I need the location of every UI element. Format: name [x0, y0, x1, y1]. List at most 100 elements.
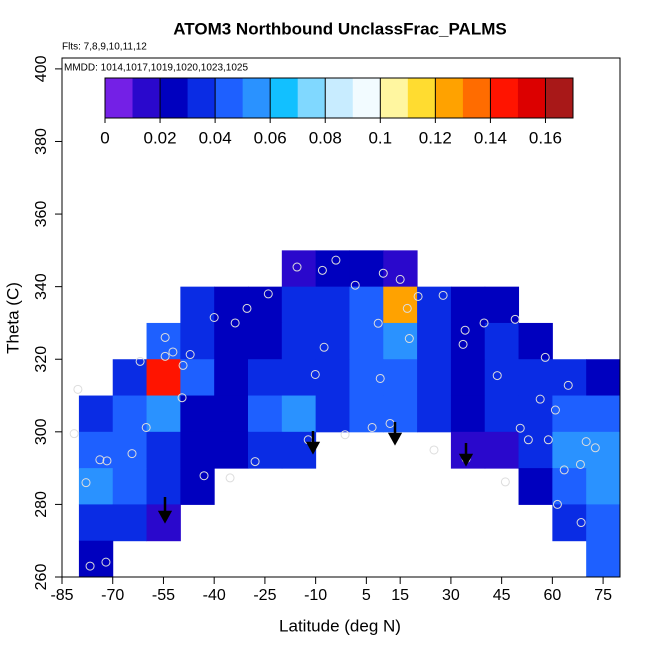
heat-cell	[214, 322, 249, 360]
colorbar-bin	[215, 78, 244, 118]
colorbar-bin	[187, 78, 216, 118]
observation-point	[550, 405, 560, 415]
observation-point	[230, 318, 240, 328]
observation-point	[168, 347, 178, 357]
heat-cell	[248, 431, 283, 469]
x-tick-label: -70	[101, 587, 124, 604]
observation-point	[242, 303, 252, 313]
observation-point	[69, 429, 79, 439]
colorbar-tick-label: 0.1	[368, 128, 392, 147]
heat-cell	[586, 359, 621, 397]
heat-cell	[281, 431, 317, 469]
observation-point	[492, 371, 502, 381]
observation-point	[510, 314, 520, 324]
heat-cell	[315, 359, 350, 397]
heat-cell	[214, 395, 249, 433]
heat-cell	[450, 322, 486, 360]
x-tick-label: 45	[493, 587, 511, 604]
colorbar-tick-label: 0.08	[309, 128, 342, 147]
observation-point	[350, 280, 360, 290]
heat-cell	[112, 504, 148, 542]
observation-point	[438, 290, 448, 300]
heat-cell	[417, 395, 452, 433]
observation-point	[458, 339, 468, 349]
colorbar-bin	[160, 78, 189, 118]
heat-cell	[180, 286, 215, 324]
heat-cell	[450, 286, 486, 324]
observation-point	[590, 443, 600, 453]
heat-cell	[450, 359, 486, 397]
observation-point	[413, 291, 423, 301]
observation-point	[185, 350, 195, 360]
heat-cell	[146, 504, 181, 542]
observation-point	[404, 334, 414, 344]
y-tick-label: 300	[33, 418, 50, 445]
observation-point	[85, 561, 95, 571]
heat-cell	[484, 286, 520, 324]
heat-cell	[586, 431, 621, 469]
observation-point	[378, 268, 388, 278]
x-tick-label: 60	[543, 587, 561, 604]
colorbar-tick-label: 0.14	[474, 128, 507, 147]
colorbar-tick-label: 0.02	[144, 128, 177, 147]
heat-cell	[586, 395, 621, 433]
heat-cell	[315, 286, 350, 324]
heat-cell	[349, 322, 384, 360]
heat-cell	[484, 322, 520, 360]
heat-cell	[78, 431, 114, 469]
observation-point	[576, 518, 586, 528]
heat-cell	[78, 395, 114, 433]
observation-point	[460, 325, 470, 335]
colorbar-bin	[407, 78, 436, 118]
heat-cell	[349, 359, 384, 397]
observation-point	[395, 274, 405, 284]
heat-cell	[484, 431, 520, 469]
heat-cell	[180, 322, 215, 360]
colorbar-bin	[242, 78, 271, 118]
heat-cell	[450, 395, 486, 433]
heat-cell	[248, 395, 283, 433]
observation-point	[127, 449, 137, 459]
heat-cell	[180, 468, 215, 505]
heat-cell	[146, 468, 181, 505]
observation-point	[581, 437, 591, 447]
observation-point	[160, 332, 170, 342]
x-axis-label: Latitude (deg N)	[279, 616, 401, 635]
y-tick-label: 400	[33, 55, 50, 82]
observation-point	[479, 318, 489, 328]
observation-point	[515, 423, 525, 433]
heat-cell	[518, 359, 553, 397]
y-tick-label: 360	[33, 201, 50, 228]
colorbar-bin	[435, 78, 464, 118]
colorbar-bin	[297, 78, 326, 118]
heat-cell	[146, 359, 181, 397]
colorbar-bin	[325, 78, 354, 118]
y-tick-label: 340	[33, 273, 50, 300]
colorbar: 0 0.02 0.04 0.06 0.08 0.1 0.12 0.14 0.16	[100, 77, 574, 147]
observation-point	[575, 459, 585, 469]
heat-cell	[180, 395, 215, 433]
plot-frame	[61, 57, 621, 578]
observation-point	[263, 289, 273, 299]
colorbar-bin	[270, 78, 299, 118]
heat-cell	[552, 431, 587, 469]
x-tick-label: -40	[203, 587, 226, 604]
observation-point	[141, 422, 151, 432]
observation-point	[540, 352, 550, 362]
heat-cell	[78, 540, 114, 578]
observation-point	[250, 457, 260, 467]
heat-cell	[315, 395, 350, 433]
x-tick-label: 30	[442, 587, 460, 604]
axes: -85 -70 -55 -40 -25 -10 5 15 30 45 60 75 260 280 300 32…	[33, 55, 612, 604]
heat-cell	[281, 322, 317, 360]
observation-point	[523, 435, 533, 445]
x-tick-label: -85	[50, 587, 73, 604]
heat-cell	[146, 431, 181, 469]
heat-cell	[552, 504, 587, 542]
heat-cell	[180, 431, 215, 469]
observation-point	[160, 351, 170, 361]
annotation: MMDD: 1014,1017,1019,1020,1023,1025	[64, 63, 248, 74]
heat-cell	[315, 322, 350, 360]
observation-point	[178, 360, 188, 370]
y-tick-label: 280	[33, 491, 50, 518]
